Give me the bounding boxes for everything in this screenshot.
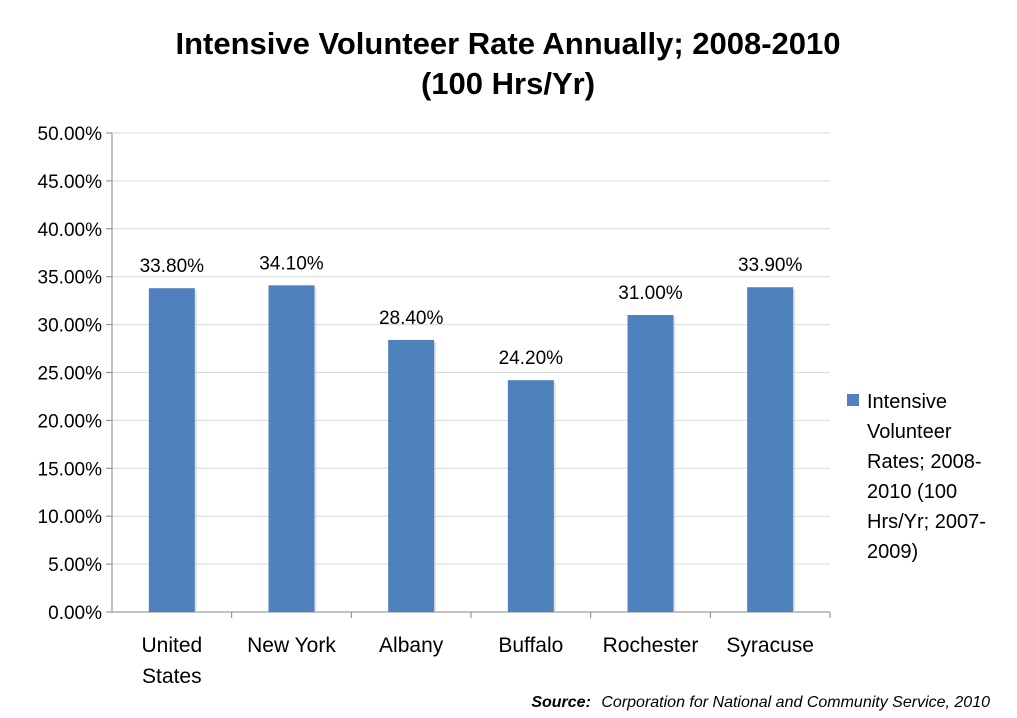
y-tick-label: 25.00% <box>38 364 103 385</box>
data-labels: 33.80% 34.10% 28.40% 24.20% 31.00% 33.90% <box>140 253 803 369</box>
legend-label: Volunteer <box>867 421 952 443</box>
x-axis-categories: United States New York Albany Buffalo Rochest… <box>141 634 813 688</box>
bar <box>747 287 794 612</box>
legend-swatch <box>847 394 859 406</box>
legend-label: 2010 (100 <box>867 481 957 503</box>
x-category-label: Rochester <box>603 634 699 657</box>
x-category-label: Buffalo <box>498 634 563 657</box>
chart-title: Intensive Volunteer Rate Annually; 2008-… <box>175 26 840 101</box>
source-text: Corporation for National and Community S… <box>601 694 990 711</box>
chart-title-line: Intensive Volunteer Rate Annually; 2008-… <box>175 26 840 61</box>
x-category-label: United <box>141 634 202 657</box>
data-label: 28.40% <box>379 308 444 329</box>
data-label: 33.80% <box>140 256 205 277</box>
y-tick-label: 50.00% <box>38 124 103 145</box>
y-tick-label: 35.00% <box>38 268 103 289</box>
y-axis-ticks: 0.00% 5.00% 10.00% 15.00% 20.00% 25.00% 30.00%… <box>38 124 103 624</box>
bar <box>507 380 554 612</box>
chart-title-line: (100 Hrs/Yr) <box>421 66 595 101</box>
bar <box>268 285 315 612</box>
legend-label: Rates; 2008- <box>867 451 982 473</box>
bar <box>388 339 435 612</box>
legend-label: 2009) <box>867 541 918 563</box>
x-category-label: Syracuse <box>726 634 814 657</box>
legend-label: Hrs/Yr; 2007- <box>867 511 986 533</box>
legend-label: Intensive <box>867 391 947 413</box>
y-tick-label: 20.00% <box>38 411 103 432</box>
y-tick-label: 10.00% <box>38 507 103 528</box>
bars <box>148 285 796 612</box>
data-label: 33.90% <box>738 255 803 276</box>
y-tick-label: 45.00% <box>38 172 103 193</box>
y-tick-label: 40.00% <box>38 220 103 241</box>
x-category-label: New York <box>247 634 336 657</box>
data-label: 24.20% <box>499 348 564 369</box>
bar <box>148 288 195 612</box>
data-label: 31.00% <box>618 283 683 304</box>
x-category-label: States <box>142 665 202 688</box>
y-tick-label: 5.00% <box>48 555 102 576</box>
legend: Intensive Volunteer Rates; 2008- 2010 (100 H… <box>847 391 986 563</box>
source-label: Source: <box>531 694 591 711</box>
bar <box>627 315 674 612</box>
y-tick-label: 0.00% <box>48 603 102 624</box>
gridlines <box>106 132 830 613</box>
axes <box>111 133 831 618</box>
y-tick-label: 30.00% <box>38 316 103 337</box>
y-tick-label: 15.00% <box>38 459 103 480</box>
x-category-label: Albany <box>379 634 444 657</box>
source-note: Source: Corporation for National and Com… <box>531 694 990 711</box>
data-label: 34.10% <box>259 253 324 274</box>
